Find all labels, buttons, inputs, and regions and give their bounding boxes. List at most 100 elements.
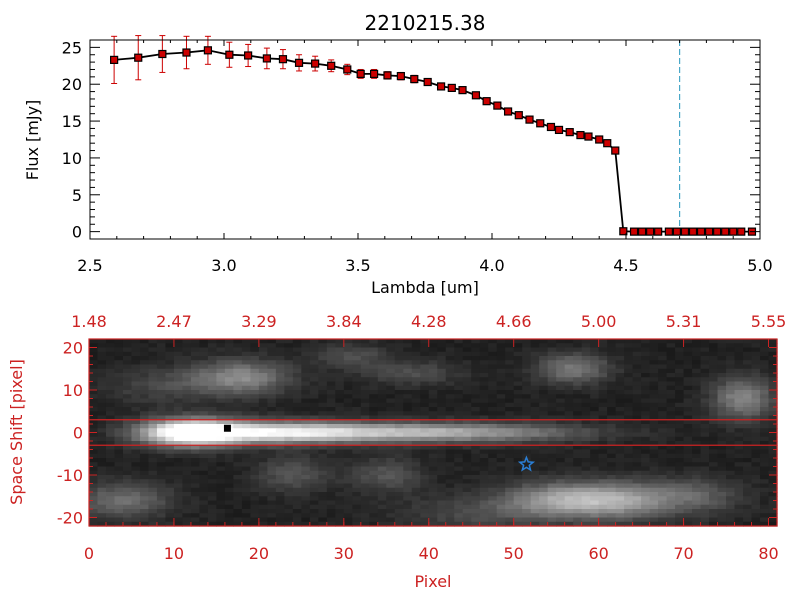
- heatmap-cell: [641, 496, 651, 502]
- heatmap-cell: [360, 504, 370, 510]
- heatmap-cell: [420, 475, 430, 480]
- heatmap-cell: [250, 509, 260, 514]
- heatmap-cell: [768, 453, 778, 459]
- heatmap-cell: [394, 475, 404, 480]
- heatmap-cell: [301, 347, 311, 353]
- heatmap-cell: [267, 424, 277, 429]
- heatmap-cell: [556, 373, 566, 378]
- heatmap-cell: [275, 517, 285, 523]
- heatmap-cell: [131, 445, 141, 451]
- heatmap-cell: [420, 462, 430, 468]
- heatmap-cell: [615, 521, 625, 527]
- heatmap-cell: [607, 339, 617, 344]
- heatmap-cell: [666, 492, 676, 497]
- heatmap-cell: [522, 368, 532, 374]
- heatmap-cell: [199, 402, 209, 408]
- heatmap-cell: [335, 445, 345, 451]
- heatmap-cell: [768, 500, 778, 506]
- heatmap-cell: [522, 351, 532, 357]
- heatmap-cell: [683, 517, 693, 523]
- heatmap-cell: [216, 449, 226, 455]
- heatmap-cell: [649, 351, 659, 357]
- heatmap-cell: [156, 402, 167, 408]
- heatmap-cell: [734, 419, 744, 425]
- heatmap-cell: [581, 487, 591, 493]
- heatmap-cell: [751, 436, 761, 442]
- heatmap-cell: [479, 419, 489, 425]
- heatmap-cell: [513, 398, 523, 404]
- heatmap-cell: [615, 500, 625, 506]
- heatmap-cell: [658, 487, 668, 493]
- heatmap-cell: [114, 483, 124, 489]
- heatmap-cell: [139, 449, 150, 455]
- heatmap-cell: [207, 364, 217, 370]
- heatmap-cell: [250, 453, 260, 459]
- heatmap-cell: [148, 364, 158, 370]
- heatmap-cell: [105, 407, 116, 412]
- heatmap-cell: [139, 436, 150, 442]
- heatmap-cell: [326, 466, 336, 472]
- heatmap-cell: [207, 351, 217, 357]
- heatmap-cell: [139, 453, 150, 459]
- y-tick-label: 20: [62, 75, 82, 94]
- heatmap-cell: [462, 343, 472, 349]
- heatmap-cell: [148, 517, 158, 523]
- heatmap-cell: [411, 436, 421, 442]
- heatmap-cell: [700, 496, 710, 502]
- heatmap-cell: [573, 492, 583, 497]
- heatmap-cell: [607, 428, 617, 434]
- heatmap-cell: [156, 500, 167, 506]
- heatmap-cell: [709, 475, 719, 480]
- heatmap-cell: [513, 419, 523, 425]
- heatmap-cell: [632, 347, 642, 353]
- heatmap-cell: [649, 347, 659, 353]
- heatmap-cell: [250, 398, 260, 404]
- heatmap-cell: [564, 419, 574, 425]
- heatmap-cell: [420, 479, 430, 485]
- heatmap-cell: [394, 398, 404, 404]
- data-point: [447, 83, 456, 93]
- heatmap-cell: [139, 479, 150, 485]
- heatmap-cell: [445, 483, 455, 489]
- heatmap-cell: [607, 402, 617, 408]
- heatmap-cell: [496, 368, 506, 374]
- heatmap-cell: [139, 373, 150, 378]
- heatmap-cell: [658, 394, 668, 400]
- heatmap-cell: [751, 441, 761, 446]
- x-tick-label: 2.5: [77, 256, 102, 275]
- heatmap-cell: [471, 475, 481, 480]
- heatmap-cell: [173, 343, 184, 349]
- heatmap-cell: [768, 441, 778, 446]
- heatmap-cell: [700, 441, 710, 446]
- heatmap-cell: [131, 483, 141, 489]
- heatmap-cell: [428, 504, 438, 510]
- heatmap-cell: [420, 517, 430, 523]
- heatmap-cell: [445, 513, 455, 519]
- heatmap-cell: [292, 509, 302, 514]
- heatmap-cell: [437, 373, 447, 378]
- heatmap-cell: [751, 415, 761, 421]
- heatmap-cell: [326, 364, 336, 370]
- heatmap-cell: [326, 496, 336, 502]
- heatmap-cell: [89, 402, 99, 408]
- heatmap-cell: [658, 500, 668, 506]
- heatmap-cell: [131, 394, 141, 400]
- heatmap-cell: [505, 347, 515, 353]
- heatmap-cell: [199, 347, 209, 353]
- heatmap-cell: [207, 509, 217, 514]
- heatmap-cell: [122, 500, 133, 506]
- heatmap-cell: [573, 449, 583, 455]
- heatmap-cell: [352, 445, 362, 451]
- heatmap-cell: [165, 407, 175, 412]
- heatmap-cell: [513, 411, 523, 417]
- heatmap-cell: [683, 475, 693, 480]
- heatmap-cell: [658, 509, 668, 514]
- heatmap-cell: [360, 377, 370, 383]
- heatmap-cell: [522, 487, 532, 493]
- heatmap-cell: [241, 470, 251, 476]
- heatmap-cell: [547, 377, 557, 383]
- heatmap-cell: [556, 364, 566, 370]
- heatmap-cell: [675, 356, 685, 361]
- heatmap-cell: [216, 428, 226, 434]
- heatmap-cell: [581, 339, 591, 344]
